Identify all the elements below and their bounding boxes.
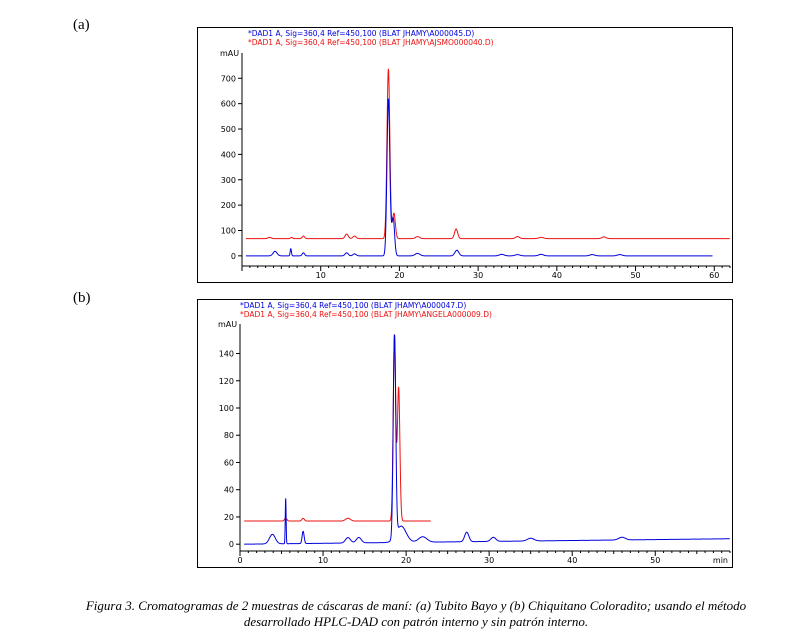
x-tick-label-b-0: 0 <box>237 556 242 565</box>
y-tick-label-b-100: 100 <box>219 404 234 413</box>
y-tick-label-b-0: 0 <box>229 540 234 549</box>
x-tick-label-b-50: 50 <box>650 556 660 565</box>
legend-entry-b-2: *DAD1 A, Sig=360,4 Ref=450,100 (BLAT JHA… <box>240 310 492 319</box>
figure-caption: Figura 3. Cromatogramas de 2 muestras de… <box>40 598 792 630</box>
panel-label-a: (a) <box>73 17 90 33</box>
y-tick-label-a-300: 300 <box>221 176 236 185</box>
y-tick-label-b-80: 80 <box>224 431 234 440</box>
y-tick-label-a-400: 400 <box>221 150 236 159</box>
series-blue-trace-b <box>244 334 730 545</box>
x-tick-label-b-40: 40 <box>567 556 577 565</box>
series-red-trace-a <box>245 68 730 240</box>
x-tick-label-b-10: 10 <box>318 556 328 565</box>
x-tick-label-a-10: 10 <box>316 271 326 280</box>
chart-frame-a: mAU 0 100 200 300 400 500 600 700 10 20 30 40 50 60 *DA… <box>197 27 733 283</box>
y-tick-label-b-20: 20 <box>224 513 234 522</box>
series-blue-trace-a <box>245 98 713 257</box>
legend-entry-b-1: *DAD1 A, Sig=360,4 Ref=450,100 (BLAT JHA… <box>240 301 466 310</box>
y-tick-label-a-200: 200 <box>221 201 236 210</box>
series-red-trace-b <box>244 334 431 522</box>
x-unit-label-b: min <box>713 556 728 565</box>
x-tick-label-a-40: 40 <box>552 271 562 280</box>
y-tick-label-a-0: 0 <box>231 252 236 261</box>
y-axis-label-b: mAU <box>218 320 237 329</box>
y-tick-label-b-40: 40 <box>224 486 234 495</box>
x-tick-label-b-30: 30 <box>484 556 494 565</box>
y-tick-label-a-700: 700 <box>221 74 236 83</box>
x-tick-label-a-20: 20 <box>394 271 404 280</box>
chromatogram-b: mAU 0 20 40 60 80 100 120 140 0 10 20 30 40 50 min *DAD1… <box>218 301 731 565</box>
caption-line-1: Figura 3. Cromatogramas de 2 muestras de… <box>85 598 747 613</box>
y-tick-label-b-60: 60 <box>224 458 234 467</box>
x-tick-label-a-30: 30 <box>473 271 483 280</box>
chart-frame-b: mAU 0 20 40 60 80 100 120 140 0 10 20 30 40 50 min *DAD1… <box>197 299 733 568</box>
x-tick-label-a-60: 60 <box>709 271 719 280</box>
legend-entry-a-2: *DAD1 A, Sig=360,4 Ref=450,100 (BLAT JHA… <box>248 38 494 47</box>
y-tick-label-b-140: 140 <box>219 350 234 359</box>
x-tick-label-a-50: 50 <box>630 271 640 280</box>
y-tick-label-a-600: 600 <box>221 100 236 109</box>
y-tick-label-a-100: 100 <box>221 226 236 235</box>
y-axis-label-a: mAU <box>220 49 239 58</box>
legend-entry-a-1: *DAD1 A, Sig=360,4 Ref=450,100 (BLAT JHA… <box>248 29 474 38</box>
y-tick-label-b-120: 120 <box>219 377 234 386</box>
x-tick-label-b-20: 20 <box>401 556 411 565</box>
chromatogram-a: mAU 0 100 200 300 400 500 600 700 10 20 30 40 50 60 *DA… <box>220 29 731 280</box>
panel-label-b: (b) <box>73 290 91 306</box>
y-tick-label-a-500: 500 <box>221 125 236 134</box>
caption-line-2: desarrollado HPLC-DAD con patrón interno… <box>243 614 589 629</box>
